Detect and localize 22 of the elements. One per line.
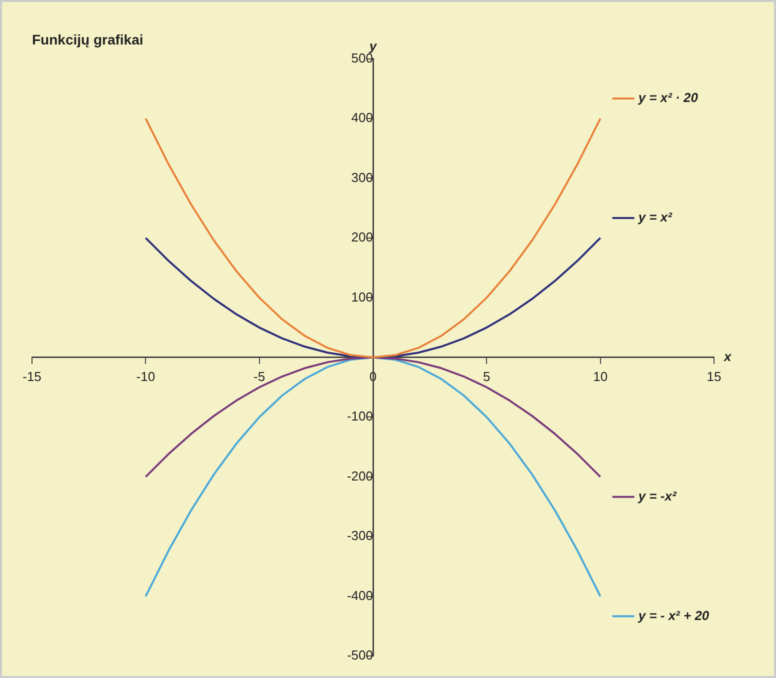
- y-tick-label: 300: [351, 170, 373, 185]
- y-tick-label: -100: [346, 408, 373, 424]
- y-tick-label: 400: [351, 110, 373, 126]
- x-tick-label: 15: [706, 368, 722, 384]
- x-tick-label: -5: [254, 368, 266, 384]
- x-tick-label: 10: [593, 368, 608, 384]
- y-tick-label: -300: [346, 528, 373, 544]
- legend-label: y = - x² + 20: [637, 608, 710, 623]
- y-tick-label: -200: [346, 468, 373, 484]
- chart-title: Funkcijų grafikai: [32, 31, 144, 48]
- y-tick-label: 100: [351, 289, 373, 304]
- legend-label: y = x²: [637, 210, 673, 225]
- y-tick-label: -400: [346, 588, 373, 603]
- x-tick-label: 5: [483, 368, 490, 384]
- y-axis-title: y: [368, 38, 378, 54]
- x-axis-title: x: [723, 348, 732, 364]
- x-tick-label: -10: [136, 368, 156, 384]
- legend-label: y = x² · 20: [637, 90, 699, 106]
- y-tick-label: -500: [346, 648, 373, 663]
- x-tick-label: -15: [22, 368, 42, 384]
- legend-label: y = -x²: [637, 488, 677, 504]
- y-tick-label: 200: [351, 230, 373, 245]
